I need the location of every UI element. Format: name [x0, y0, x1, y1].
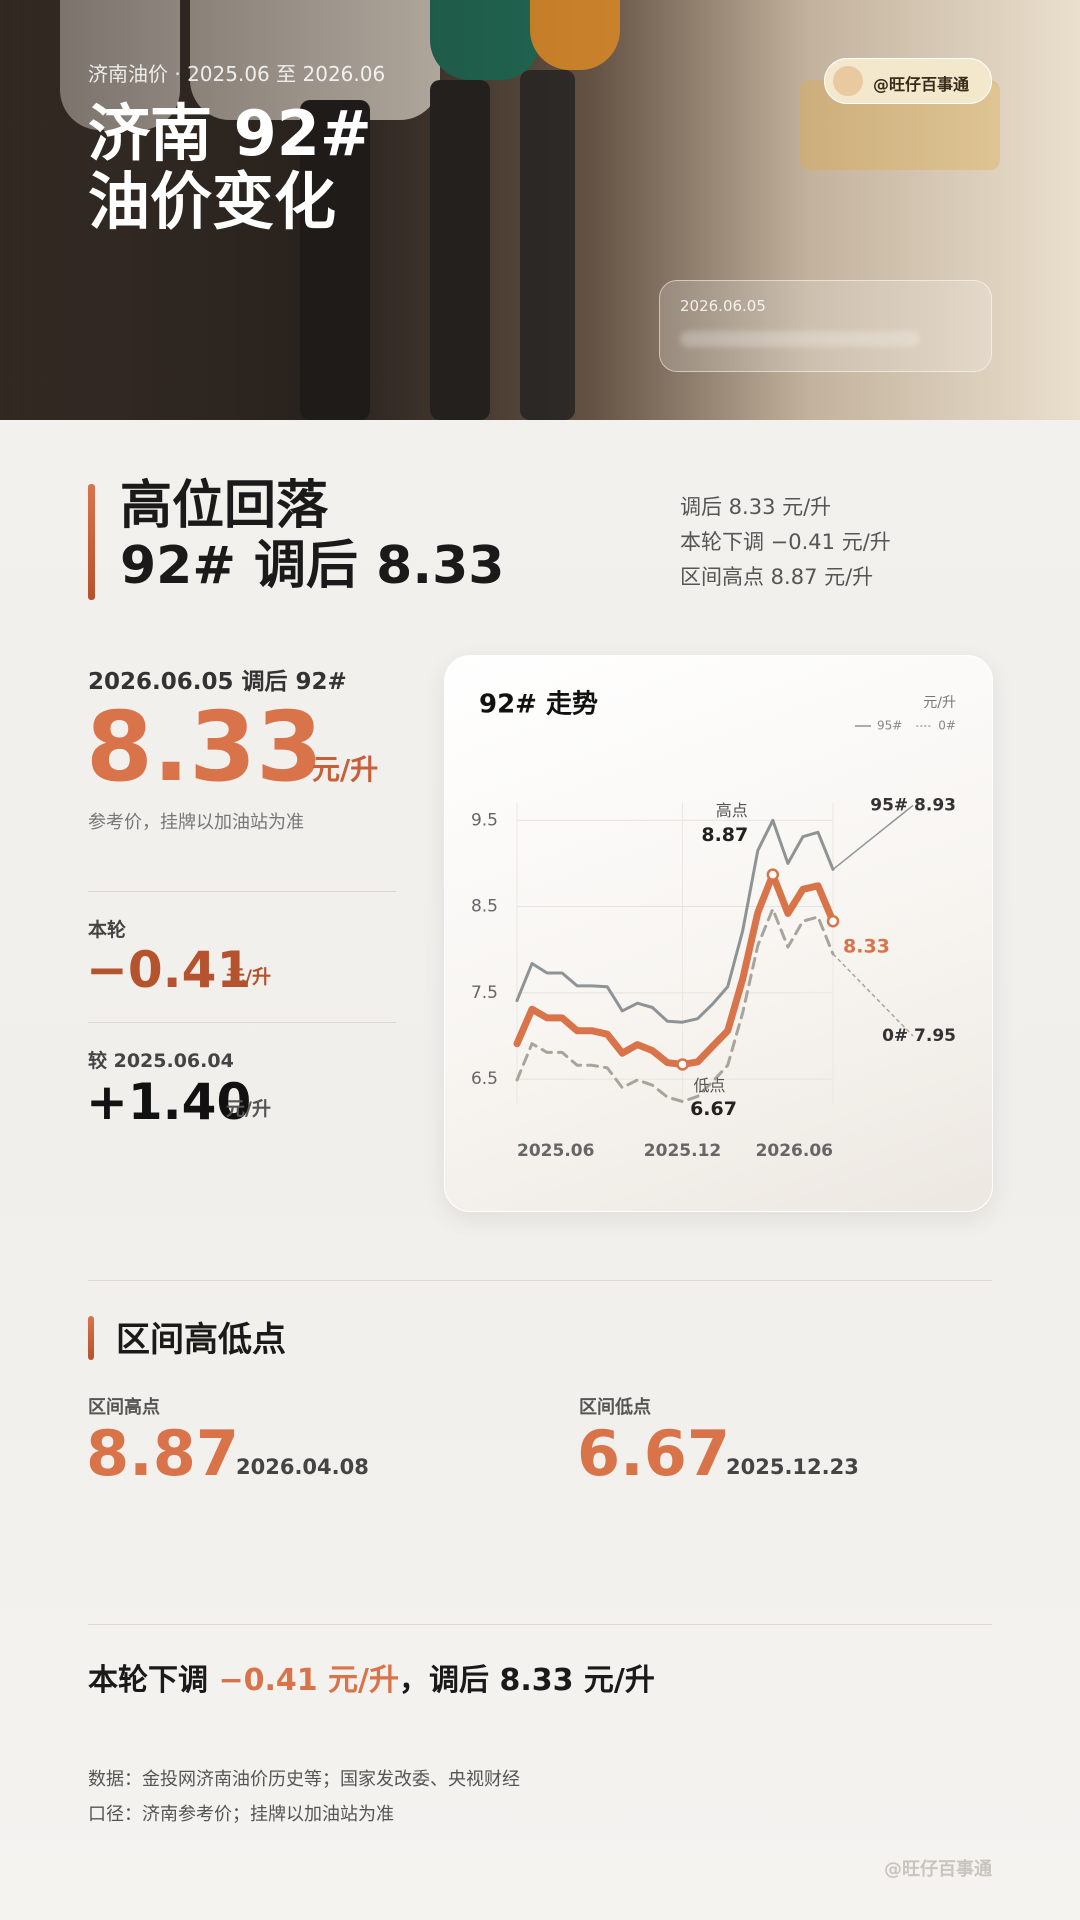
range-value: 8.87 [86, 1417, 239, 1490]
unit: 元/升 [312, 753, 379, 786]
date-card-text: 2026.06.05 [680, 297, 766, 315]
note: 调后 8.33 元/升 [680, 495, 832, 519]
annotation: 8.87 [701, 824, 748, 846]
title: 油价变化 [88, 165, 337, 238]
x-tick-label: 2025.06 [517, 1141, 594, 1161]
legend-label: 95# [877, 719, 902, 733]
leader-line [832, 804, 914, 871]
subtitle: 济南油价 · 2025.06 至 2026.06 [88, 62, 386, 86]
blurred-text [680, 331, 920, 347]
point-marker [826, 914, 840, 928]
divider [88, 1280, 992, 1281]
change-value: −0.41 [86, 941, 252, 999]
current-note: 参考价，挂牌以加油站为准 [88, 812, 304, 833]
x-tick-label: 2025.12 [644, 1141, 721, 1161]
compare-value: +1.40 [86, 1073, 252, 1131]
badge[interactable]: @旺仔百事通 [824, 58, 992, 104]
title: 济南 92# [88, 97, 372, 170]
point-marker [676, 1058, 689, 1071]
summary: 本轮下调 −0.41 元/升，调后 8.33 元/升 [88, 1655, 655, 1699]
x-tick-label: 2026.06 [756, 1141, 833, 1161]
divider [88, 891, 396, 892]
chart-title: 92# 走势 [479, 690, 598, 720]
series-line [513, 871, 837, 1068]
compare-label: 较 2025.06.04 [88, 1050, 234, 1072]
end-label: 0# 7.95 [882, 1026, 956, 1046]
y-tick-label: 8.5 [471, 897, 498, 917]
note: 区间高点 8.87 元/升 [680, 565, 874, 589]
legend-label: 0# [938, 719, 956, 733]
headline: 92# 调后 8.33 [120, 536, 505, 596]
annotation: 高点 [716, 801, 748, 820]
section-title: 区间高低点 [116, 1320, 286, 1360]
summary-text: 本轮下调 [88, 1663, 219, 1698]
range-label: 区间低点 [579, 1397, 651, 1418]
current-label: 2026.06.05 调后 92# [88, 669, 347, 695]
source: 数据：金投网济南油价历史等；国家发改委、央视财经 [88, 1769, 520, 1790]
source: 口径：济南参考价；挂牌以加油站为准 [88, 1804, 394, 1825]
change-label: 本轮 [88, 919, 127, 941]
badge-text: @旺仔百事通 [873, 75, 970, 94]
y-tick-label: 9.5 [471, 810, 498, 830]
accent-bar [88, 484, 95, 600]
unit: 元/升 [226, 1098, 271, 1120]
note: 本轮下调 −0.41 元/升 [680, 530, 891, 554]
chart-card [444, 655, 993, 1212]
unit-label: 元/升 [923, 695, 956, 711]
y-tick-label: 6.5 [471, 1069, 498, 1089]
range-date: 2025.12.23 [726, 1455, 859, 1479]
divider [88, 1022, 396, 1023]
summary-text: ，调后 8.33 元/升 [399, 1663, 655, 1698]
watermark: @旺仔百事通 [884, 1859, 992, 1880]
end-label: 8.33 [843, 936, 890, 958]
leader-line [832, 953, 914, 1037]
summary-highlight: −0.41 元/升 [218, 1663, 400, 1698]
divider [88, 1624, 992, 1625]
end-label: 95# 8.93 [870, 795, 956, 815]
range-label: 区间高点 [88, 1397, 160, 1418]
current-price: 8.33 [86, 691, 323, 803]
headline: 高位回落 [120, 476, 329, 536]
accent-bar [88, 1316, 94, 1360]
point-marker [766, 868, 780, 881]
range-value: 6.67 [577, 1417, 730, 1490]
annotation: 低点 [694, 1076, 726, 1095]
annotation: 6.67 [690, 1098, 737, 1120]
unit: 元/升 [226, 966, 271, 988]
date-card: 2026.06.05 [659, 280, 992, 372]
series-line [515, 907, 835, 1103]
range-date: 2026.04.08 [236, 1455, 369, 1479]
y-tick-label: 7.5 [471, 983, 498, 1003]
series-line [515, 818, 835, 1024]
avatar [833, 66, 863, 96]
